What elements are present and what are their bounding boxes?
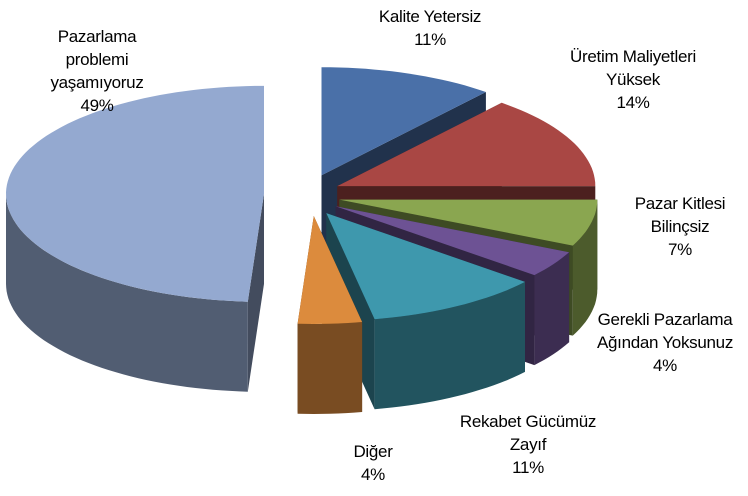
category-label: Kalite Yetersiz [378,7,482,26]
data-label: Pazarlama problemi yaşamıyoruz 49% [42,25,152,117]
data-label: Gerekli Pazarlama Ağından Yoksunuz 4% [578,308,748,377]
slice-wall [572,199,598,336]
slice-wall [297,322,363,414]
value-label: 11% [414,30,446,49]
slice-side [247,193,264,392]
category-label: Pazar Kitlesi Bilinçsiz [634,194,726,236]
slice-wall [6,193,248,392]
category-label: Pazarlama problemi yaşamıyoruz [50,27,144,92]
slice [297,216,363,324]
slice [337,102,596,187]
data-label: Diğer 4% [338,440,408,486]
value-label: 14% [616,93,650,112]
slice [6,85,264,302]
slice [335,206,570,276]
category-label: Diğer [353,442,393,461]
data-label: Kalite Yetersiz 11% [355,5,505,51]
value-label: 7% [668,240,692,259]
value-label: 11% [512,458,544,477]
category-label: Gerekli Pazarlama Ağından Yoksunuz [596,310,734,352]
value-label: 4% [361,465,385,484]
slice-wall [374,281,525,410]
data-label: Pazar Kitlesi Bilinçsiz 7% [620,192,740,261]
data-label: Rekabet Gücümüz Zayıf 11% [443,410,613,479]
slice-wall [534,252,570,366]
value-label: 4% [653,356,677,375]
category-label: Üretim Maliyetleri Yüksek [570,47,696,89]
data-label: Üretim Maliyetleri Yüksek 14% [551,45,716,114]
slice [326,213,525,320]
slice [321,67,486,176]
category-label: Rekabet Gücümüz Zayıf [459,412,597,454]
slice [339,199,598,246]
value-label: 49% [80,96,114,115]
